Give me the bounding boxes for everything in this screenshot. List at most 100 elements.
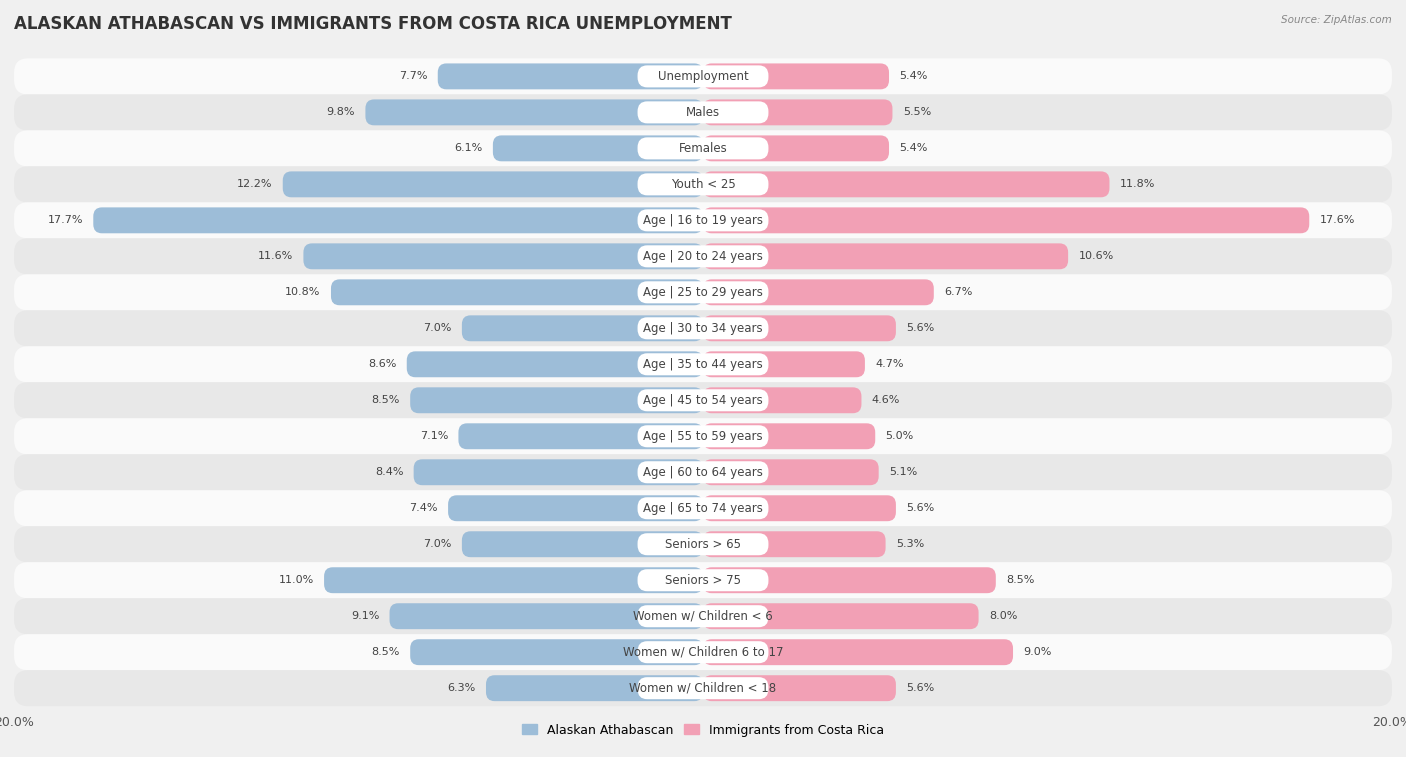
Text: 8.5%: 8.5% <box>1007 575 1035 585</box>
FancyBboxPatch shape <box>637 101 769 123</box>
FancyBboxPatch shape <box>703 207 1309 233</box>
Text: Age | 30 to 34 years: Age | 30 to 34 years <box>643 322 763 335</box>
Legend: Alaskan Athabascan, Immigrants from Costa Rica: Alaskan Athabascan, Immigrants from Cost… <box>517 718 889 742</box>
FancyBboxPatch shape <box>93 207 703 233</box>
FancyBboxPatch shape <box>330 279 703 305</box>
FancyBboxPatch shape <box>14 491 1392 526</box>
FancyBboxPatch shape <box>486 675 703 701</box>
Text: 4.6%: 4.6% <box>872 395 900 405</box>
FancyBboxPatch shape <box>389 603 703 629</box>
Text: 5.0%: 5.0% <box>886 431 914 441</box>
FancyBboxPatch shape <box>703 531 886 557</box>
Text: Age | 55 to 59 years: Age | 55 to 59 years <box>643 430 763 443</box>
FancyBboxPatch shape <box>461 531 703 557</box>
FancyBboxPatch shape <box>366 99 703 126</box>
FancyBboxPatch shape <box>437 64 703 89</box>
FancyBboxPatch shape <box>703 495 896 522</box>
FancyBboxPatch shape <box>14 562 1392 598</box>
FancyBboxPatch shape <box>703 64 889 89</box>
FancyBboxPatch shape <box>411 639 703 665</box>
Text: 7.1%: 7.1% <box>420 431 449 441</box>
Text: Seniors > 65: Seniors > 65 <box>665 537 741 551</box>
FancyBboxPatch shape <box>703 99 893 126</box>
Text: Women w/ Children 6 to 17: Women w/ Children 6 to 17 <box>623 646 783 659</box>
Text: Source: ZipAtlas.com: Source: ZipAtlas.com <box>1281 15 1392 25</box>
Text: 5.6%: 5.6% <box>907 323 935 333</box>
FancyBboxPatch shape <box>637 65 769 87</box>
Text: Unemployment: Unemployment <box>658 70 748 83</box>
Text: Males: Males <box>686 106 720 119</box>
FancyBboxPatch shape <box>323 567 703 593</box>
FancyBboxPatch shape <box>449 495 703 522</box>
Text: 8.5%: 8.5% <box>371 395 399 405</box>
Text: 9.0%: 9.0% <box>1024 647 1052 657</box>
FancyBboxPatch shape <box>637 497 769 519</box>
FancyBboxPatch shape <box>637 678 769 699</box>
FancyBboxPatch shape <box>637 210 769 232</box>
FancyBboxPatch shape <box>637 173 769 195</box>
FancyBboxPatch shape <box>14 58 1392 95</box>
Text: 9.8%: 9.8% <box>326 107 356 117</box>
FancyBboxPatch shape <box>637 354 769 375</box>
FancyBboxPatch shape <box>703 567 995 593</box>
Text: 17.7%: 17.7% <box>48 215 83 226</box>
Text: 11.8%: 11.8% <box>1119 179 1156 189</box>
FancyBboxPatch shape <box>703 639 1012 665</box>
Text: Women w/ Children < 6: Women w/ Children < 6 <box>633 609 773 623</box>
Text: Age | 65 to 74 years: Age | 65 to 74 years <box>643 502 763 515</box>
Text: 5.4%: 5.4% <box>900 143 928 154</box>
FancyBboxPatch shape <box>14 454 1392 491</box>
FancyBboxPatch shape <box>458 423 703 449</box>
FancyBboxPatch shape <box>304 243 703 269</box>
Text: Age | 20 to 24 years: Age | 20 to 24 years <box>643 250 763 263</box>
FancyBboxPatch shape <box>703 243 1069 269</box>
Text: Age | 25 to 29 years: Age | 25 to 29 years <box>643 286 763 299</box>
FancyBboxPatch shape <box>14 202 1392 238</box>
FancyBboxPatch shape <box>14 670 1392 706</box>
FancyBboxPatch shape <box>461 316 703 341</box>
Text: 6.1%: 6.1% <box>454 143 482 154</box>
FancyBboxPatch shape <box>703 171 1109 198</box>
Text: 7.4%: 7.4% <box>409 503 437 513</box>
FancyBboxPatch shape <box>14 419 1392 454</box>
FancyBboxPatch shape <box>14 238 1392 274</box>
Text: 5.3%: 5.3% <box>896 539 924 550</box>
FancyBboxPatch shape <box>14 346 1392 382</box>
FancyBboxPatch shape <box>637 461 769 483</box>
Text: 8.6%: 8.6% <box>368 360 396 369</box>
Text: 8.4%: 8.4% <box>375 467 404 477</box>
Text: 4.7%: 4.7% <box>875 360 904 369</box>
FancyBboxPatch shape <box>14 274 1392 310</box>
FancyBboxPatch shape <box>637 317 769 339</box>
FancyBboxPatch shape <box>413 459 703 485</box>
Text: ALASKAN ATHABASCAN VS IMMIGRANTS FROM COSTA RICA UNEMPLOYMENT: ALASKAN ATHABASCAN VS IMMIGRANTS FROM CO… <box>14 15 733 33</box>
Text: 11.6%: 11.6% <box>257 251 292 261</box>
FancyBboxPatch shape <box>703 351 865 377</box>
FancyBboxPatch shape <box>637 641 769 663</box>
Text: 6.3%: 6.3% <box>447 683 475 693</box>
FancyBboxPatch shape <box>14 310 1392 346</box>
Text: Youth < 25: Youth < 25 <box>671 178 735 191</box>
FancyBboxPatch shape <box>637 425 769 447</box>
Text: 9.1%: 9.1% <box>352 611 380 621</box>
FancyBboxPatch shape <box>14 95 1392 130</box>
FancyBboxPatch shape <box>703 459 879 485</box>
FancyBboxPatch shape <box>637 282 769 304</box>
FancyBboxPatch shape <box>283 171 703 198</box>
Text: 7.0%: 7.0% <box>423 323 451 333</box>
FancyBboxPatch shape <box>703 675 896 701</box>
FancyBboxPatch shape <box>494 136 703 161</box>
FancyBboxPatch shape <box>703 388 862 413</box>
Text: 7.7%: 7.7% <box>399 71 427 82</box>
FancyBboxPatch shape <box>637 389 769 411</box>
FancyBboxPatch shape <box>411 388 703 413</box>
Text: Women w/ Children < 18: Women w/ Children < 18 <box>630 682 776 695</box>
Text: 11.0%: 11.0% <box>278 575 314 585</box>
Text: 10.8%: 10.8% <box>285 288 321 298</box>
Text: 5.4%: 5.4% <box>900 71 928 82</box>
Text: 7.0%: 7.0% <box>423 539 451 550</box>
Text: 6.7%: 6.7% <box>945 288 973 298</box>
Text: Age | 45 to 54 years: Age | 45 to 54 years <box>643 394 763 407</box>
FancyBboxPatch shape <box>637 245 769 267</box>
Text: 5.5%: 5.5% <box>903 107 931 117</box>
